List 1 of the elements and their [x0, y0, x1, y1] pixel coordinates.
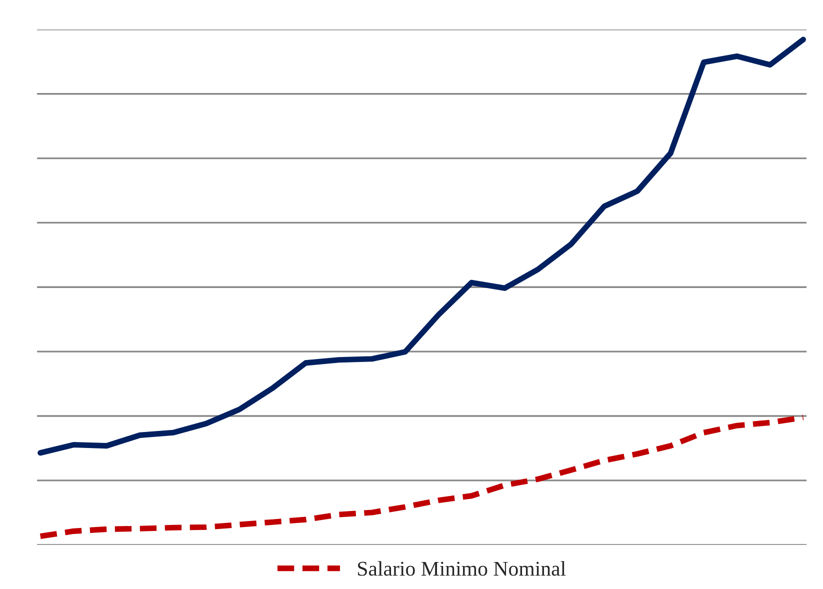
legend-label: Salario Minimo Nominal — [358, 561, 566, 576]
